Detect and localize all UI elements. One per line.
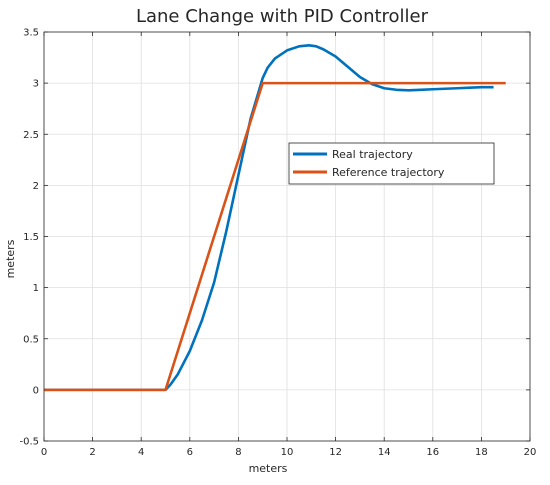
x-tick-label: 8 xyxy=(235,447,241,458)
x-tick-label: 12 xyxy=(329,447,342,458)
legend-label-real-trajectory: Real trajectory xyxy=(332,148,413,161)
x-tick-label: 20 xyxy=(524,447,537,458)
legend-label-reference-trajectory: Reference trajectory xyxy=(332,166,445,179)
x-tick-label: 2 xyxy=(89,447,95,458)
y-tick-label: -0.5 xyxy=(19,437,39,448)
x-tick-label: 6 xyxy=(187,447,193,458)
chart-title: Lane Change with PID Controller xyxy=(136,6,429,27)
y-tick-label: 3 xyxy=(33,79,39,90)
y-tick-label: 1 xyxy=(33,283,39,294)
x-tick-labels: 0 2 4 6 8 10 12 14 16 18 20 xyxy=(41,447,537,458)
y-tick-label: 3.5 xyxy=(23,28,39,39)
x-tick-label: 4 xyxy=(138,447,144,458)
legend: Real trajectory Reference trajectory xyxy=(288,142,495,185)
x-tick-label: 18 xyxy=(475,447,488,458)
series-lines xyxy=(44,43,506,392)
y-tick-label: 2 xyxy=(33,181,39,192)
legend-box xyxy=(288,142,495,185)
y-tick-label: 2.5 xyxy=(23,130,39,141)
x-tick-label: 16 xyxy=(426,447,439,458)
y-tick-label: 1.5 xyxy=(23,232,39,243)
plot-frame xyxy=(43,31,531,442)
x-tick-label: 10 xyxy=(281,447,294,458)
y-tick-labels: -0.5 0 0.5 1 1.5 2 2.5 3 3.5 xyxy=(19,28,39,448)
x-axis-title: meters xyxy=(249,462,288,475)
y-tick-label: 0.5 xyxy=(23,334,39,345)
y-axis-title: meters xyxy=(4,239,17,278)
x-tick-label: 14 xyxy=(378,447,391,458)
x-tick-label: 0 xyxy=(41,447,47,458)
series-line-reference-trajectory xyxy=(44,81,506,392)
y-tick-label: 0 xyxy=(33,385,39,396)
